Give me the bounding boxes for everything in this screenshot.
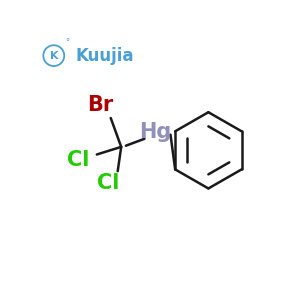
Text: Br: Br bbox=[87, 95, 113, 115]
Text: Hg: Hg bbox=[139, 122, 171, 142]
Text: °: ° bbox=[65, 38, 69, 47]
Text: Kuujia: Kuujia bbox=[76, 46, 134, 64]
Text: Cl: Cl bbox=[97, 173, 120, 193]
Text: K: K bbox=[50, 51, 58, 61]
Text: Cl: Cl bbox=[67, 150, 89, 169]
